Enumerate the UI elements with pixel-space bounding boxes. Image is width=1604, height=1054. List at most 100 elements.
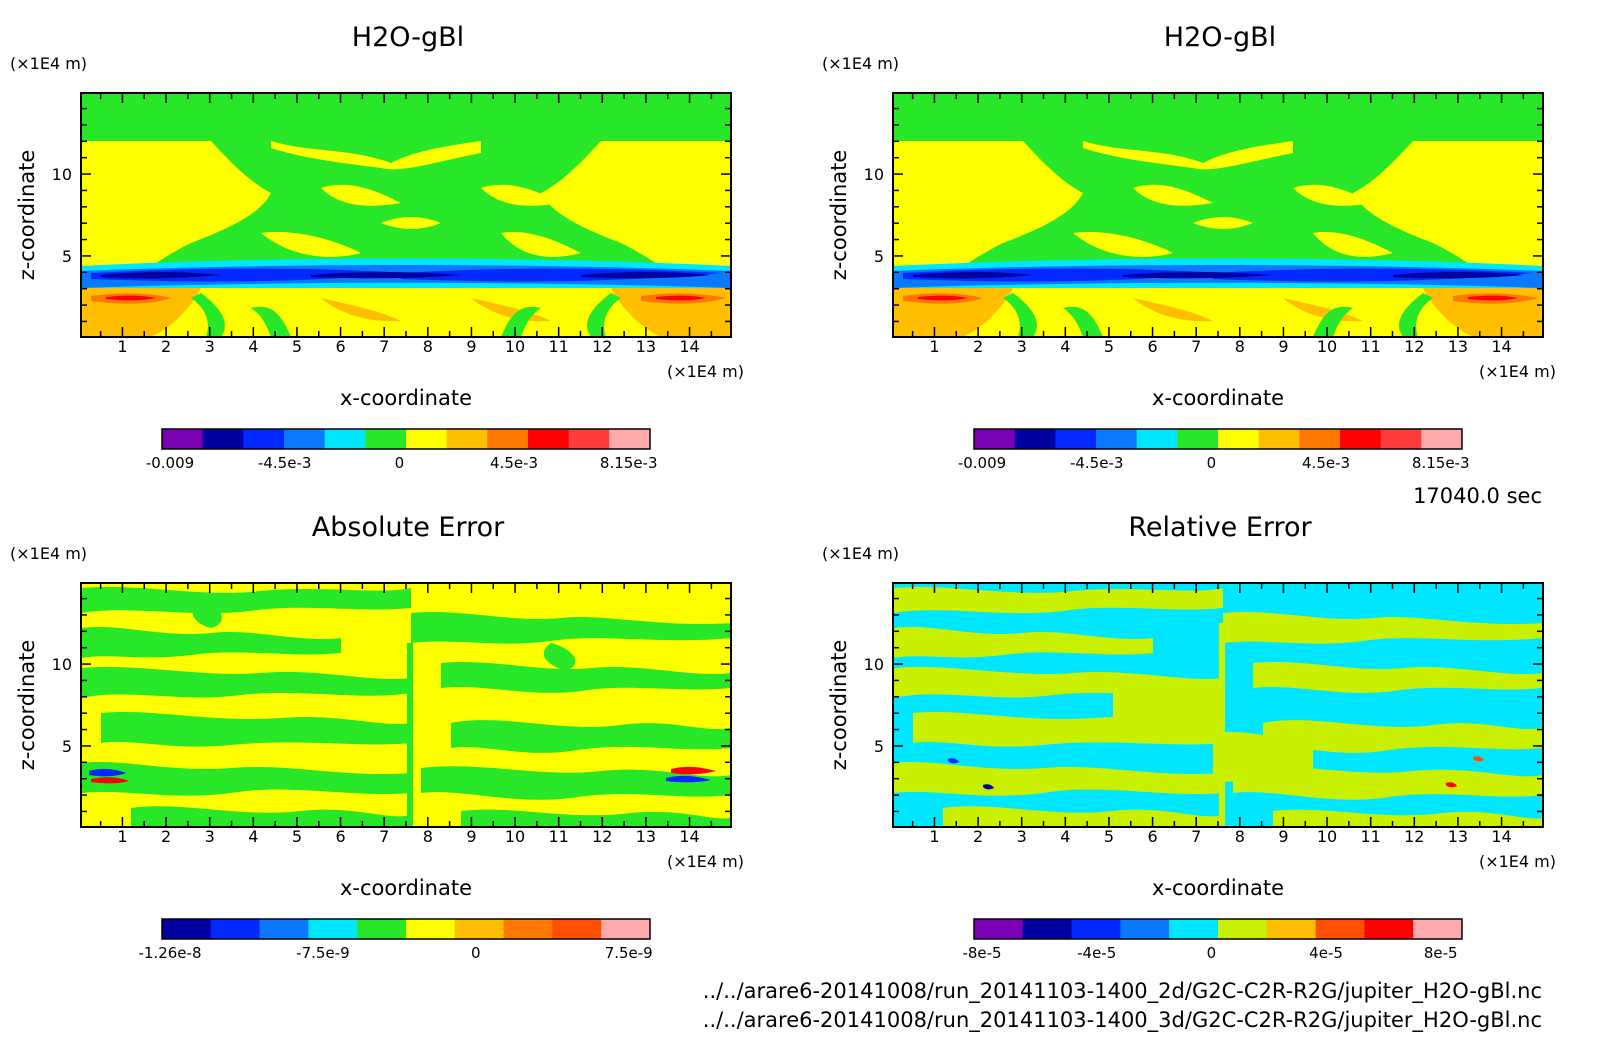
- colorbar-swatch: [1071, 919, 1121, 939]
- colorbar-label: -0.009: [146, 454, 194, 472]
- x-tick-label: 11: [549, 827, 569, 846]
- timestamp-label: 17040.0 sec: [1413, 484, 1542, 508]
- y-axis-label: z-coordinate: [15, 640, 39, 771]
- x-tick-label: 14: [1491, 337, 1511, 356]
- y-axis-label: z-coordinate: [827, 150, 851, 281]
- colorbar-label: -4e-5: [1077, 944, 1116, 962]
- colorbar-label: 4.5e-3: [490, 454, 538, 472]
- y-tick-label: 5: [874, 737, 884, 756]
- x-unit-label: (×1E4 m): [667, 852, 744, 871]
- panel-title: Absolute Error: [312, 512, 505, 543]
- x-tick-labels: 1 2 3 4 5 6 7 8 9 10 11 12 13 14: [929, 827, 1511, 846]
- panel-bottom-left: Absolute Error (×1E4 m): [10, 512, 744, 962]
- x-tick-label: 13: [1448, 337, 1468, 356]
- colorbar-label: 7.5e-9: [605, 944, 653, 962]
- colorbar: -1.26e-8 -7.5e-9 0 7.5e-9: [139, 918, 653, 962]
- x-tick-label: 9: [466, 337, 476, 356]
- colorbar-swatch: [210, 919, 261, 939]
- plot-area: [80, 582, 732, 828]
- x-tick-label: 2: [973, 337, 983, 356]
- x-tick-label: 1: [117, 337, 127, 356]
- y-tick-label: 10: [52, 655, 72, 674]
- x-tick-label: 3: [205, 337, 215, 356]
- x-tick-label: 3: [1017, 827, 1027, 846]
- colorbar-swatch: [601, 919, 651, 939]
- file-path-1: ../../arare6-20141008/run_20141103-1400_…: [703, 979, 1542, 1004]
- colorbar-swatch: [1169, 919, 1219, 939]
- x-tick-label: 2: [161, 827, 171, 846]
- x-tick-label: 13: [1448, 827, 1468, 846]
- colorbar-frame: [973, 918, 1463, 940]
- x-tick-label: 6: [1147, 827, 1157, 846]
- x-tick-labels: 1 2 3 4 5 6 7 8 9 10 11 12 13 14: [117, 827, 699, 846]
- colorbar-swatch: [1136, 429, 1178, 449]
- x-tick-labels: 1 2 3 4 5 6 7 8 9 10 11 12 13 14: [117, 337, 699, 356]
- x-tick-label: 3: [205, 827, 215, 846]
- colorbar-label: -0.009: [958, 454, 1006, 472]
- x-tick-label: 4: [248, 827, 258, 846]
- y-unit-label: (×1E4 m): [10, 54, 87, 73]
- x-tick-label: 10: [505, 827, 525, 846]
- y-unit-label: (×1E4 m): [822, 54, 899, 73]
- colorbar-swatch: [528, 429, 570, 449]
- colorbar-swatch: [454, 919, 505, 939]
- x-tick-label: 14: [679, 337, 699, 356]
- x-tick-label: 4: [1060, 337, 1070, 356]
- colorbar-swatch: [202, 429, 244, 449]
- y-tick-labels: 5 10: [864, 655, 884, 756]
- x-tick-label: 5: [292, 827, 302, 846]
- colorbar-label: -4.5e-3: [258, 454, 311, 472]
- x-tick-label: 8: [423, 827, 433, 846]
- file-path-2: ../../arare6-20141008/run_20141103-1400_…: [703, 1008, 1542, 1033]
- colorbar-swatch: [406, 429, 448, 449]
- x-tick-label: 9: [1278, 337, 1288, 356]
- x-unit-label: (×1E4 m): [1479, 852, 1556, 871]
- x-tick-label: 1: [929, 337, 939, 356]
- colorbar-label: 8e-5: [1424, 944, 1458, 962]
- x-tick-labels: 1 2 3 4 5 6 7 8 9 10 11 12 13 14: [929, 337, 1511, 356]
- colorbar-swatch: [1364, 919, 1414, 939]
- tick-marks: [81, 583, 731, 827]
- colorbar-swatch: [1380, 429, 1422, 449]
- x-unit-label: (×1E4 m): [1479, 362, 1556, 381]
- y-axis-label: z-coordinate: [15, 150, 39, 281]
- x-axis-label: x-coordinate: [1152, 386, 1284, 410]
- x-tick-label: 11: [1361, 827, 1381, 846]
- colorbar-swatch: [1421, 429, 1463, 449]
- colorbar-swatch: [1266, 919, 1317, 939]
- colorbar-swatch: [243, 429, 285, 449]
- colorbar-swatch: [609, 429, 651, 449]
- x-tick-label: 1: [929, 827, 939, 846]
- colorbar-swatch: [259, 919, 309, 939]
- panel-bottom-right: Relative Error (×1E4 m): [822, 512, 1556, 962]
- x-tick-label: 9: [1278, 827, 1288, 846]
- x-axis-label: x-coordinate: [340, 876, 472, 900]
- colorbar-swatch: [365, 429, 407, 449]
- colorbar: -0.009 -4.5e-3 0 4.5e-3 8.15e-3: [146, 428, 658, 472]
- y-tick-label: 10: [52, 165, 72, 184]
- x-tick-label: 7: [379, 337, 389, 356]
- colorbar-label: 4e-5: [1309, 944, 1343, 962]
- colorbar-swatch: [446, 429, 488, 449]
- colorbar-label: 0: [395, 454, 405, 472]
- x-unit-label: (×1E4 m): [667, 362, 744, 381]
- colorbar: -8e-5 -4e-5 0 4e-5 8e-5: [962, 918, 1463, 962]
- x-tick-label: 4: [248, 337, 258, 356]
- colorbar-swatch: [974, 429, 1016, 449]
- heatmap-field: [81, 93, 731, 337]
- colorbar-swatch: [308, 919, 358, 939]
- colorbar-swatch: [1218, 919, 1268, 939]
- colorbar-label: 8.15e-3: [600, 454, 658, 472]
- colorbar-swatch: [503, 919, 553, 939]
- x-tick-label: 12: [1404, 337, 1424, 356]
- colorbar-swatch: [1055, 429, 1097, 449]
- y-axis-label: z-coordinate: [827, 640, 851, 771]
- panel-title: H2O-gBl: [352, 22, 464, 53]
- x-tick-label: 13: [636, 827, 656, 846]
- colorbar-swatch: [357, 919, 407, 939]
- colorbar-label: 0: [1207, 454, 1217, 472]
- heatmap-field: [81, 583, 731, 827]
- tick-marks: [81, 93, 731, 337]
- x-tick-label: 12: [592, 827, 612, 846]
- x-tick-label: 5: [1104, 337, 1114, 356]
